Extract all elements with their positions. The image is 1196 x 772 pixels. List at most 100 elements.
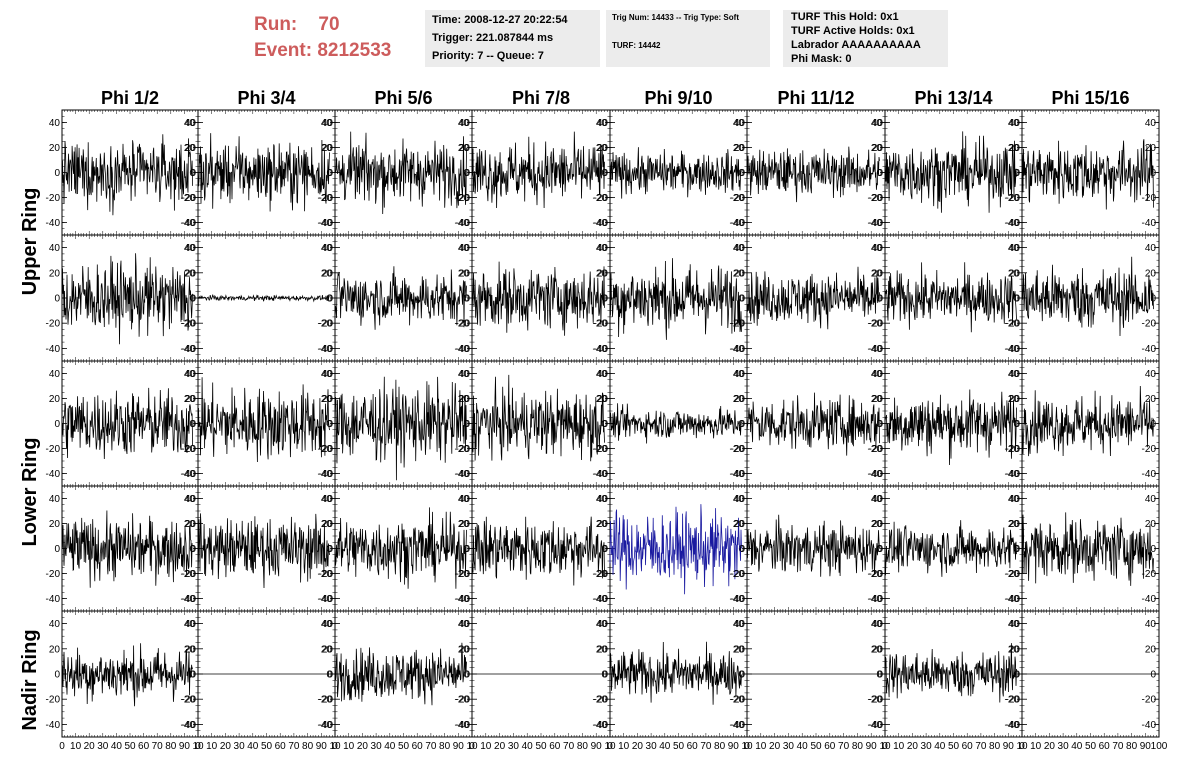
- y-tick-label-right: -20: [730, 444, 745, 455]
- y-tick-label: 40: [322, 243, 334, 254]
- y-tick-label: 40: [322, 118, 334, 129]
- y-tick-label-right: 0: [738, 544, 744, 555]
- y-tick-label: -40: [319, 594, 334, 605]
- y-tick-label: 40: [185, 118, 197, 129]
- y-tick-label: 40: [49, 243, 61, 254]
- y-tick-label-right: -40: [181, 344, 196, 355]
- y-tick-label: -20: [869, 444, 884, 455]
- y-tick-label-right: 0: [326, 419, 332, 430]
- y-tick-label: 20: [49, 394, 61, 405]
- y-tick-label-right: -40: [318, 218, 333, 229]
- y-tick-label-right: -20: [318, 319, 333, 330]
- y-tick-label: 0: [54, 168, 60, 179]
- y-tick-label: 40: [597, 118, 609, 129]
- y-tick-label: 20: [459, 519, 471, 530]
- column-title: Phi 15/16: [1051, 88, 1129, 108]
- y-tick-label: 0: [327, 419, 333, 430]
- y-tick-label: -20: [869, 193, 884, 204]
- y-tick-label: 0: [1014, 419, 1020, 430]
- y-tick-label-right: -20: [1142, 193, 1157, 204]
- y-tick-label: -20: [319, 569, 334, 580]
- y-tick-label: 20: [1009, 394, 1021, 405]
- y-tick-label: 40: [185, 369, 197, 380]
- y-tick-label-right: 20: [184, 268, 196, 279]
- y-tick-label-right: 40: [871, 494, 883, 505]
- turf-active-text: TURF Active Holds: 0x1: [791, 25, 915, 37]
- y-tick-label-right: -40: [455, 469, 470, 480]
- y-tick-label-right: 40: [458, 369, 470, 380]
- y-tick-label: -40: [46, 344, 61, 355]
- y-tick-label-right: -40: [730, 594, 745, 605]
- y-tick-label: 20: [322, 268, 334, 279]
- y-tick-label-right: -20: [318, 569, 333, 580]
- y-tick-label-right: 0: [601, 419, 607, 430]
- y-tick-label-right: -20: [593, 569, 608, 580]
- y-tick-label: -20: [319, 193, 334, 204]
- y-tick-label-right: 0: [738, 168, 744, 179]
- y-tick-label: 0: [190, 168, 196, 179]
- y-tick-label-right: 0: [326, 544, 332, 555]
- y-tick-label: 40: [734, 369, 746, 380]
- y-tick-label-right: 40: [596, 369, 608, 380]
- y-tick-label-right: 20: [733, 143, 745, 154]
- y-tick-label: 20: [49, 268, 61, 279]
- y-tick-label: 0: [464, 168, 470, 179]
- y-tick-label: 40: [597, 369, 609, 380]
- waveform-trace: [471, 261, 605, 336]
- y-tick-label-right: -40: [455, 218, 470, 229]
- y-tick-label-right: -40: [730, 218, 745, 229]
- waveform-trace: [471, 516, 605, 586]
- ring-label: Lower Ring: [19, 438, 41, 547]
- y-tick-label-right: 40: [596, 243, 608, 254]
- column-title: Phi 11/12: [777, 88, 854, 108]
- y-tick-label: 20: [734, 268, 746, 279]
- y-tick-label: 40: [49, 369, 61, 380]
- column-title: Phi 3/4: [237, 88, 295, 108]
- y-tick-label: -20: [182, 319, 197, 330]
- y-tick-label: -40: [456, 469, 471, 480]
- y-tick-label-right: -40: [181, 469, 196, 480]
- y-tick-label: -20: [319, 444, 334, 455]
- y-tick-label: 20: [734, 143, 746, 154]
- y-tick-label: 0: [877, 419, 883, 430]
- y-tick-label: 20: [597, 143, 609, 154]
- waveform-trace: [197, 513, 330, 589]
- y-tick-label: 40: [1009, 369, 1021, 380]
- y-tick-label-right: 40: [321, 243, 333, 254]
- turf-status-panel: TURF This Hold: 0x1 TURF Active Holds: 0…: [783, 10, 948, 67]
- y-tick-label: -40: [1006, 469, 1021, 480]
- y-tick-label-right: -20: [730, 319, 745, 330]
- waveform-trace: [1021, 139, 1154, 210]
- y-tick-label-right: -20: [593, 319, 608, 330]
- y-tick-label-right: -40: [868, 344, 883, 355]
- y-tick-label-right: -20: [455, 193, 470, 204]
- y-tick-label: 20: [872, 394, 884, 405]
- priority-text: Priority: 7 -- Queue: 7: [432, 50, 544, 62]
- waveform-trace: [1021, 256, 1154, 337]
- y-tick-label: 20: [459, 394, 471, 405]
- y-tick-label: -40: [182, 344, 197, 355]
- y-tick-label: -20: [731, 319, 746, 330]
- y-tick-label-right: -20: [455, 319, 470, 330]
- y-tick-label-right: -20: [593, 444, 608, 455]
- y-tick-label: 20: [459, 268, 471, 279]
- y-tick-label-right: 0: [189, 544, 195, 555]
- waveform-trace: [884, 262, 1017, 333]
- waveform-trace: [334, 131, 467, 215]
- y-tick-label: -40: [1006, 218, 1021, 229]
- y-tick-label: 40: [459, 243, 471, 254]
- y-tick-label: -40: [182, 218, 197, 229]
- y-tick-label: 40: [322, 369, 334, 380]
- y-tick-label: -40: [1006, 344, 1021, 355]
- y-tick-label-right: -40: [318, 469, 333, 480]
- y-tick-label: -40: [46, 594, 61, 605]
- y-tick-label-right: -40: [1142, 344, 1157, 355]
- y-tick-label: -40: [46, 218, 61, 229]
- y-tick-label-right: -40: [1005, 218, 1020, 229]
- waveform-trace: [61, 253, 193, 345]
- y-tick-label-right: 20: [871, 519, 883, 530]
- y-tick-label: -20: [1006, 319, 1021, 330]
- y-tick-label-right: -40: [318, 594, 333, 605]
- y-tick-label: -40: [46, 469, 61, 480]
